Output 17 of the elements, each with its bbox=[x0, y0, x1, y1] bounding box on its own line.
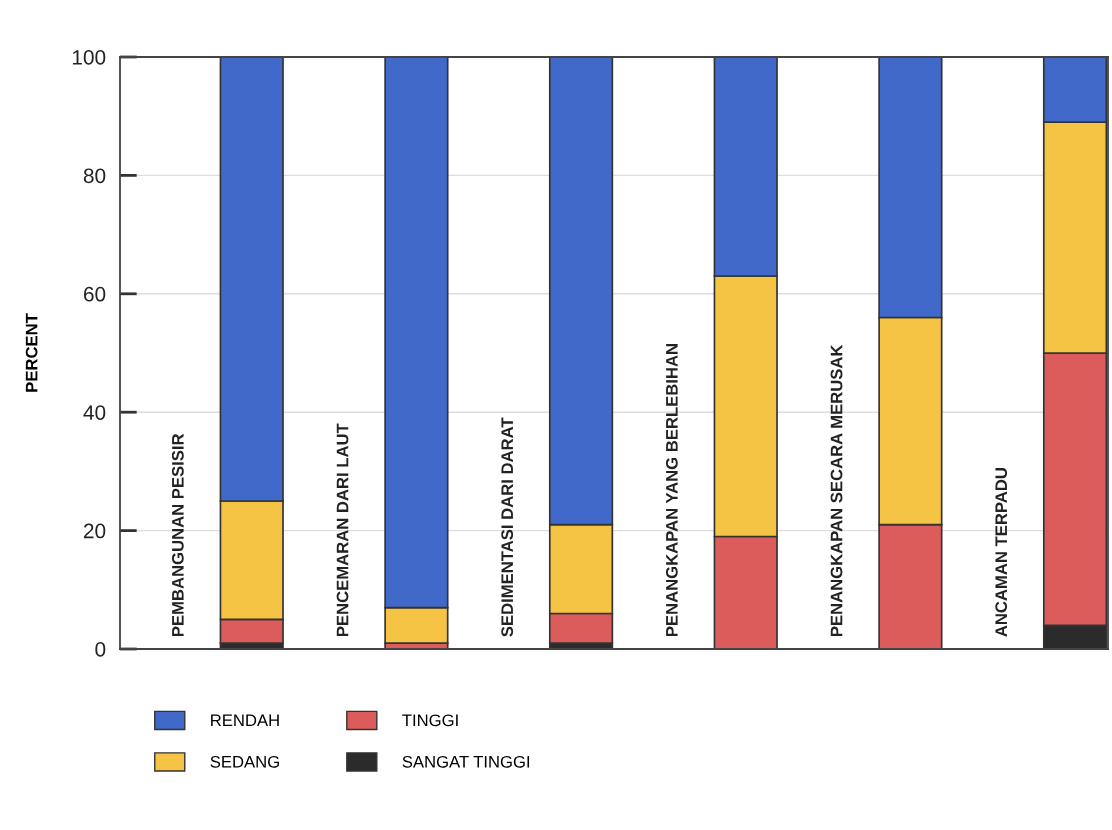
y-axis-title: PERCENT bbox=[25, 313, 38, 392]
legend-label: SANGAT TINGGI bbox=[402, 755, 530, 768]
y-tick-label: 40 bbox=[83, 405, 106, 420]
legend-label: RENDAH bbox=[211, 714, 279, 727]
y-tick-label: 0 bbox=[95, 642, 106, 657]
y-tick-label: 20 bbox=[83, 523, 106, 539]
x-tick-label: PENANGKAPAN SECARA MERUSAK bbox=[830, 344, 843, 637]
legend-label: SEDANG bbox=[210, 755, 279, 768]
y-tick-label: 60 bbox=[84, 286, 106, 302]
y-tick-label: 80 bbox=[83, 168, 106, 184]
x-tick-label: SEDIMENTASI DARI DARAT bbox=[501, 417, 514, 637]
legend-label: TINGGI bbox=[402, 714, 458, 727]
x-tick-label: PEMBANGUNAN PESISIR bbox=[171, 433, 184, 637]
x-tick-label: ANCAMAN TERPADU bbox=[995, 468, 1008, 637]
y-tick-label: 100 bbox=[72, 50, 106, 65]
x-tick-label: PENANGKAPAN YANG BERLEBIHAN bbox=[665, 344, 678, 637]
x-tick-label: PENCEMARAN DARI LAUT bbox=[336, 423, 349, 637]
